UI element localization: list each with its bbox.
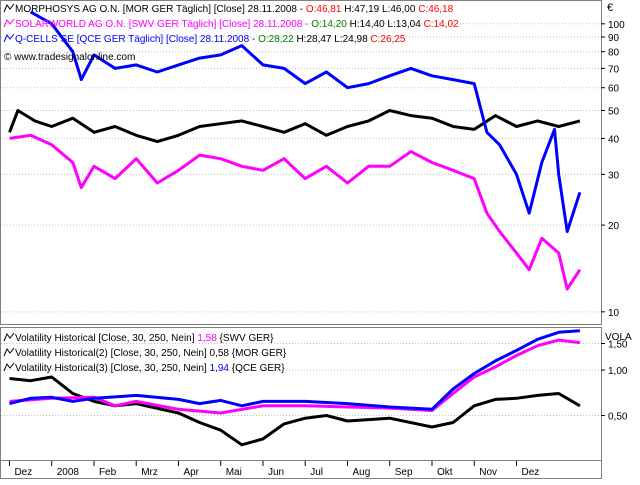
legend-line-icon: [3, 18, 15, 28]
y-tick-label: 10: [608, 308, 620, 319]
y-tick-label: 100: [608, 20, 625, 31]
price-series-group: [8, 10, 582, 291]
legend-line-icon: [3, 347, 15, 357]
y-tick-label: 1,00: [608, 366, 628, 377]
volatility-gridlines: [1, 343, 601, 417]
legend-entry: Q-CELLS SE [QCE GER Täglich] [Close] 28.…: [15, 34, 406, 45]
price-y-ticks: 10 20 30 40 50 60 70 80 90 100: [601, 20, 625, 319]
legend-entry: Volatility Historical(3) [Close, 30, 250…: [15, 363, 285, 374]
y-tick-label: 40: [608, 134, 620, 145]
x-tick-label: Feb: [99, 467, 117, 478]
x-tick-label: Aug: [352, 467, 370, 478]
time-axis-ticks: Dez 2008 Feb Mrz Apr Mai Jun Jul Aug Sep Okt Nov Dez: [8, 461, 539, 478]
y-tick-label: 20: [608, 221, 620, 232]
time-axis-frame: [0, 460, 602, 479]
legend-entry: SOLARWORLD AG O.N. [SWV GER Täglich] [Cl…: [15, 19, 459, 30]
y-tick-label: 70: [608, 64, 620, 75]
x-tick-label: Apr: [183, 467, 199, 478]
x-tick-label: Mrz: [141, 467, 158, 478]
series-line-volatility-historical: [9, 338, 581, 415]
x-tick-label: Nov: [479, 467, 497, 478]
y-tick-label: 30: [608, 170, 620, 181]
legend-line-icon: [3, 362, 15, 372]
x-tick-label: Dez: [14, 467, 32, 478]
x-tick-label: Jun: [268, 467, 284, 478]
y-tick-label: 50: [608, 107, 620, 118]
legend-line-icon: [3, 332, 15, 342]
series-line-volatility-historical-2-: [9, 375, 581, 447]
x-tick-label: Dez: [521, 467, 539, 478]
legend-entry: Volatility Historical(2) [Close, 30, 250…: [15, 348, 287, 359]
legend-line-icon: [3, 3, 15, 13]
x-tick-label: Jul: [310, 467, 323, 478]
y-tick-label: 80: [608, 48, 620, 59]
vola-unit-label: VOLA: [605, 332, 632, 343]
series-line-morphosys-ag-o-n-: [8, 109, 581, 144]
y-tick-label: 60: [608, 84, 620, 95]
series-line-q-cells-se: [29, 10, 582, 233]
x-tick-label: Sep: [395, 467, 413, 478]
x-tick-label: Mai: [226, 467, 242, 478]
y-tick-label: 0,50: [608, 412, 628, 423]
price-gridlines: [1, 23, 601, 313]
volatility-y-ticks: 0,50 1,00 1,50: [601, 340, 628, 423]
x-tick-label: Okt: [437, 467, 453, 478]
legend-entry: MORPHOSYS AG O.N. [MOR GER Täglich] [Clo…: [15, 4, 454, 15]
series-line-solarworld-ag-o-n-: [9, 133, 582, 291]
volatility-plot-frame: [0, 327, 602, 461]
price-plot-frame: [0, 0, 602, 325]
y-tick-label: 90: [608, 33, 620, 44]
x-tick-label: 2008: [57, 467, 80, 478]
y-tick-label: 1,50: [608, 340, 628, 351]
volatility-series-group: [9, 329, 581, 447]
watermark-text: © www.tradesignalonline.com: [4, 52, 135, 63]
currency-label: €: [607, 2, 613, 14]
series-line-volatility-historical-3-: [9, 329, 581, 411]
legend-line-icon: [3, 33, 15, 43]
legend-entry: Volatility Historical [Close, 30, 250, N…: [15, 333, 274, 344]
volatility-legend: Volatility Historical [Close, 30, 250, N…: [3, 332, 287, 374]
price-legend: MORPHOSYS AG O.N. [MOR GER Täglich] [Clo…: [3, 3, 459, 45]
